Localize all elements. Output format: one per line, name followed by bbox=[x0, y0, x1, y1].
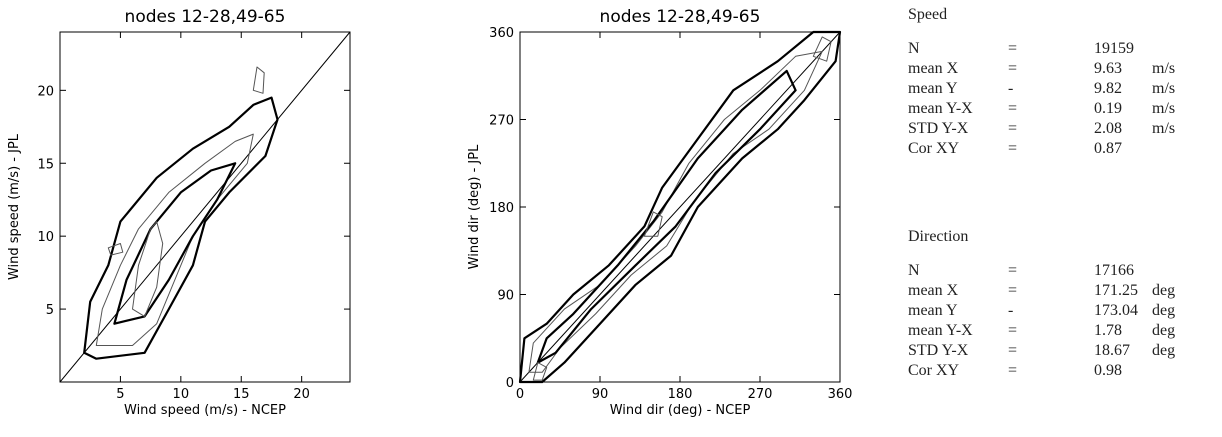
direction-y-tick-label: 90 bbox=[497, 289, 514, 304]
speed-contour-line bbox=[83, 96, 279, 360]
stat-value: 17166 bbox=[1094, 262, 1134, 279]
stat-operator: = bbox=[1008, 40, 1018, 57]
stat-unit: m/s bbox=[1152, 60, 1176, 77]
direction-contour-line bbox=[532, 362, 548, 381]
stat-value: 9.82 bbox=[1094, 80, 1122, 97]
stat-label: N bbox=[908, 40, 920, 57]
wind-direction-contour-plot: 0 90 180 270 360 0 90 180 270 360 nodes 12-28,49-6… bbox=[445, 0, 885, 432]
direction-contour-line bbox=[812, 36, 832, 62]
stat-operator: = bbox=[1008, 342, 1018, 359]
stat-unit: m/s bbox=[1152, 120, 1176, 137]
stat-value: 2.08 bbox=[1094, 120, 1122, 137]
speed-contour-line bbox=[113, 162, 237, 325]
direction-section-title: Direction bbox=[908, 228, 969, 245]
stat-value: 0.98 bbox=[1094, 362, 1122, 379]
speed-chart-title: nodes 12-28,49-65 bbox=[125, 7, 286, 27]
direction-y-axis-label: Wind dir (deg) - JPL bbox=[467, 144, 482, 269]
wind-speed-chart-svg: 5 10 15 20 5 10 15 20 nodes 12-28,49-65 Wind spee… bbox=[7, 7, 351, 418]
direction-y-tick-label: 0 bbox=[506, 376, 514, 391]
direction-x-tick-label: 180 bbox=[668, 387, 693, 402]
stat-operator: = bbox=[1008, 60, 1018, 77]
speed-contour-line bbox=[95, 133, 254, 346]
wind-speed-contour-plot: 5 10 15 20 5 10 15 20 nodes 12-28,49-65 Wind spee… bbox=[0, 0, 360, 432]
stat-operator: = bbox=[1008, 100, 1018, 117]
speed-x-tick-label: 10 bbox=[173, 387, 190, 402]
speed-y-tick-label: 10 bbox=[37, 230, 54, 245]
direction-chart-title: nodes 12-28,49-65 bbox=[600, 7, 761, 27]
stat-label: Cor XY bbox=[908, 140, 960, 157]
direction-y-tick-label: 360 bbox=[489, 26, 514, 41]
speed-x-tick-label: 5 bbox=[116, 387, 124, 402]
stat-unit: deg bbox=[1152, 282, 1176, 299]
stat-operator: = bbox=[1008, 282, 1018, 299]
stat-label: STD Y-X bbox=[908, 120, 969, 137]
speed-y-tick-label: 5 bbox=[46, 303, 54, 318]
direction-x-tick-label: 360 bbox=[828, 387, 853, 402]
stat-unit: m/s bbox=[1152, 100, 1176, 117]
direction-x-axis-label: Wind dir (deg) - NCEP bbox=[610, 403, 751, 418]
speed-y-tick-label: 20 bbox=[37, 84, 54, 99]
speed-contour-line bbox=[252, 66, 265, 94]
speed-contour-line bbox=[107, 243, 124, 256]
stat-label: STD Y-X bbox=[908, 342, 969, 359]
stat-operator: - bbox=[1008, 302, 1014, 319]
stat-label: mean X bbox=[908, 60, 959, 77]
stat-operator: = bbox=[1008, 140, 1018, 157]
stat-operator: = bbox=[1008, 120, 1018, 137]
speed-plot-frame bbox=[59, 31, 351, 383]
statistics-panel: Speed N = 19159 mean X = 9.63 m/s mean Y… bbox=[908, 0, 1222, 432]
stat-value: 1.78 bbox=[1094, 322, 1122, 339]
stat-label: N bbox=[908, 262, 920, 279]
direction-y-tick-label: 270 bbox=[489, 114, 514, 129]
stat-operator: = bbox=[1008, 362, 1018, 379]
direction-x-tick-label: 270 bbox=[748, 387, 773, 402]
stat-value: 171.25 bbox=[1094, 282, 1138, 299]
stat-value: 0.19 bbox=[1094, 100, 1122, 117]
stat-value: 173.04 bbox=[1094, 302, 1138, 319]
wind-direction-chart-svg: 0 90 180 270 360 0 90 180 270 360 nodes 12-28,49-6… bbox=[467, 7, 853, 418]
stat-value: 19159 bbox=[1094, 40, 1134, 57]
stat-unit: deg bbox=[1152, 302, 1176, 319]
stat-label: Cor XY bbox=[908, 362, 960, 379]
stat-unit: m/s bbox=[1152, 80, 1176, 97]
stat-unit: deg bbox=[1152, 342, 1176, 359]
stat-operator: - bbox=[1008, 80, 1014, 97]
speed-section-title: Speed bbox=[908, 6, 948, 23]
direction-x-tick-label: 90 bbox=[592, 387, 609, 402]
speed-x-tick-label: 20 bbox=[293, 387, 310, 402]
direction-contour-line bbox=[536, 69, 797, 364]
stat-label: mean Y-X bbox=[908, 322, 973, 339]
speed-x-axis-label: Wind speed (m/s) - NCEP bbox=[124, 403, 286, 418]
direction-y-tick-label: 180 bbox=[489, 201, 514, 216]
stat-unit: deg bbox=[1152, 322, 1176, 339]
speed-y-tick-label: 15 bbox=[37, 157, 54, 172]
speed-y-axis-label: Wind speed (m/s) - JPL bbox=[7, 133, 22, 280]
speed-identity-line bbox=[59, 31, 351, 383]
direction-identity-line bbox=[519, 31, 841, 383]
direction-x-tick-label: 0 bbox=[516, 387, 524, 402]
speed-contour-line bbox=[132, 221, 164, 317]
stat-operator: = bbox=[1008, 262, 1018, 279]
stat-value: 0.87 bbox=[1094, 140, 1122, 157]
stat-operator: = bbox=[1008, 322, 1018, 339]
speed-x-tick-label: 15 bbox=[233, 387, 250, 402]
stat-label: mean Y bbox=[908, 302, 958, 319]
stat-value: 9.63 bbox=[1094, 60, 1122, 77]
stat-value: 18.67 bbox=[1094, 342, 1130, 359]
direction-contour-line bbox=[643, 211, 663, 237]
stat-label: mean Y-X bbox=[908, 100, 973, 117]
stat-label: mean X bbox=[908, 282, 959, 299]
stat-label: mean Y bbox=[908, 80, 958, 97]
